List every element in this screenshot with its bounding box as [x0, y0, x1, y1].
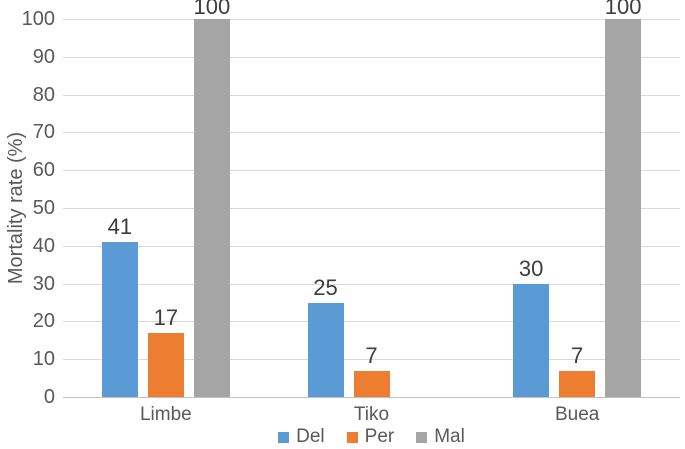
bar-value-label: 17 [153, 304, 179, 330]
bar-del-tiko [307, 302, 344, 397]
bar-value-label: 25 [313, 274, 338, 300]
bar-value-label: 41 [107, 214, 133, 240]
legend-item-del: Del [278, 425, 325, 449]
legend-item-mal: Mal [416, 425, 465, 449]
y-axis-tick-label: 80 [32, 83, 55, 106]
gridline [63, 321, 680, 323]
bar-value-label: 100 [604, 0, 642, 19]
bar-per-tiko [353, 370, 390, 397]
bar-del-buea [513, 283, 550, 397]
legend-label: Per [364, 426, 395, 447]
y-axis-tick-label: 10 [32, 348, 55, 371]
legend-swatch-mal [416, 431, 428, 443]
gridline [63, 19, 680, 20]
x-axis-category-label: Buea [554, 404, 600, 425]
legend-label: Del [296, 426, 325, 447]
gridline [63, 245, 680, 247]
y-axis-tick-label: 60 [32, 159, 55, 182]
bar-value-label: 7 [571, 342, 584, 368]
gridline [63, 94, 680, 96]
y-axis-tick-label: 0 [43, 386, 55, 408]
y-axis-tick-label: 30 [32, 272, 55, 295]
legend-swatch-per [346, 431, 358, 443]
gridline [63, 132, 680, 134]
y-axis-tick-label: 20 [32, 310, 55, 333]
bar-del-limbe [101, 242, 138, 397]
bar-mal-buea [605, 19, 642, 397]
y-axis-tick-label: 100 [21, 8, 55, 30]
legend: Del Per Mal [63, 424, 680, 449]
bar-per-limbe [147, 332, 184, 397]
gridline [63, 170, 680, 172]
legend-label: Mal [434, 426, 465, 447]
x-axis-category-label: Tiko [353, 404, 390, 425]
bar-per-buea [559, 370, 596, 397]
legend-item-per: Per [346, 425, 395, 449]
bar-value-label: 7 [365, 342, 378, 368]
y-axis-tick-label: 90 [32, 45, 55, 68]
y-axis-tick-label: 40 [32, 234, 55, 257]
bar-mal-limbe [193, 19, 230, 397]
gridline [63, 56, 680, 58]
bar-value-label: 100 [193, 0, 231, 19]
x-axis-category-label: Limbe [139, 404, 192, 425]
legend-swatch-del [278, 431, 290, 443]
y-axis-tick-label: 50 [32, 197, 55, 219]
gridline [63, 359, 680, 361]
x-axis-line [63, 397, 680, 398]
y-axis-tick-label: 70 [32, 121, 55, 144]
bar-value-label: 30 [518, 255, 544, 281]
gridline [63, 208, 680, 209]
gridline [63, 283, 680, 285]
